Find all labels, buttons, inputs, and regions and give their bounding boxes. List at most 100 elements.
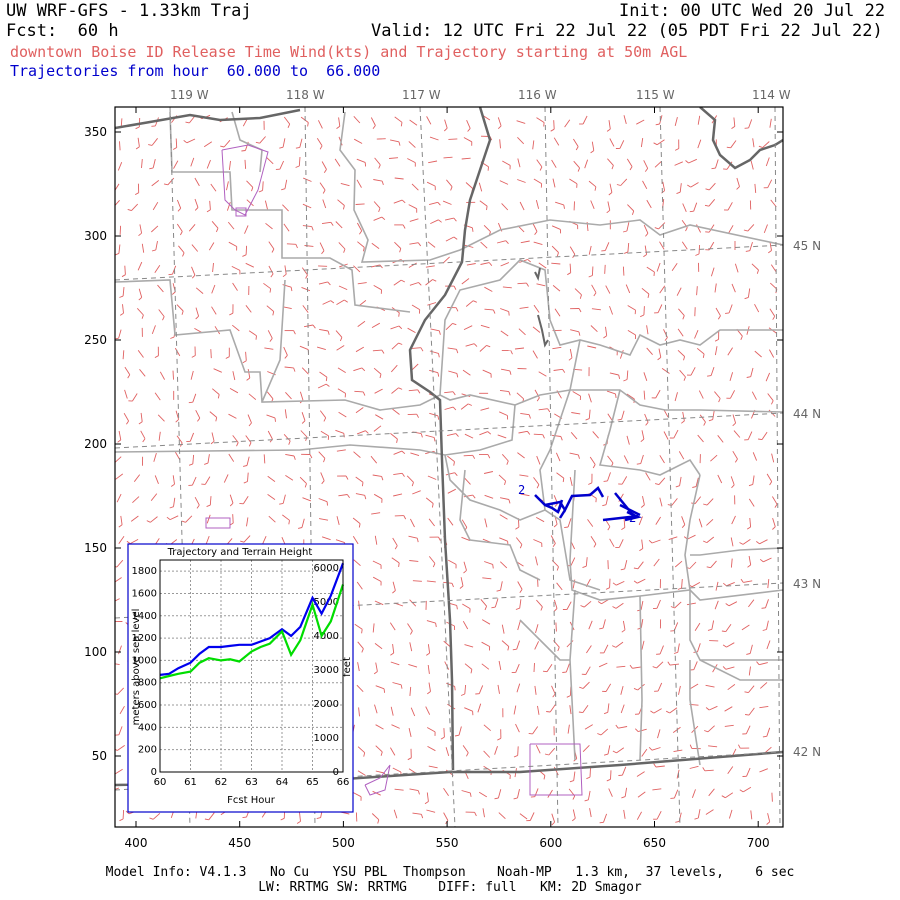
wind-barb: [714, 600, 719, 610]
wind-barb: [336, 299, 345, 305]
wind-barb: [139, 224, 143, 234]
wind-barb-flag: [185, 121, 190, 124]
wind-barb: [373, 179, 383, 182]
wind-barb-flag: [443, 127, 448, 132]
wind-barb-flag: [416, 413, 419, 418]
wind-barb: [429, 136, 439, 141]
wind-barb: [321, 536, 331, 541]
wind-barb: [535, 517, 545, 523]
wind-barb-flag: [577, 167, 581, 172]
wind-barb-flag: [515, 526, 520, 530]
wind-barb: [282, 494, 286, 504]
wind-barb: [391, 387, 399, 394]
wind-barb: [651, 539, 661, 544]
wind-barb: [357, 641, 364, 649]
wind-barb: [444, 406, 454, 410]
wind-barb: [169, 515, 179, 521]
wind-barb-flag: [456, 373, 459, 378]
wind-barb-flag: [747, 564, 751, 568]
wind-barb: [710, 267, 715, 277]
wind-barb: [644, 413, 649, 423]
wind-barb: [299, 476, 307, 484]
wind-barb: [754, 303, 760, 313]
wind-barb: [285, 391, 292, 400]
wind-barb-flag: [756, 661, 760, 665]
wind-barb: [266, 414, 276, 419]
trajectory-height-inset: Trajectory and Terrain Height 60 61 62 63 64…: [127, 543, 354, 813]
wind-barb: [646, 325, 649, 335]
wind-barb: [118, 536, 125, 544]
wind-barb-flag: [307, 122, 309, 127]
wind-barb-flag: [126, 540, 131, 544]
wind-barb: [448, 370, 458, 374]
wind-barb: [301, 412, 306, 421]
wind-barb: [371, 813, 380, 821]
wind-barb: [443, 156, 453, 159]
wind-barb: [553, 368, 563, 371]
wind-barb-flag: [344, 299, 348, 303]
wind-barb-flag: [639, 548, 644, 552]
wind-barb: [317, 383, 327, 389]
wind-barb-flag: [453, 236, 458, 240]
wind-barb-flag: [494, 797, 499, 800]
wind-barb: [691, 789, 696, 798]
wind-barb: [429, 369, 439, 374]
wind-barb-flag: [242, 254, 247, 257]
wind-barb: [626, 370, 629, 380]
wind-barb: [124, 265, 126, 275]
wind-barb: [749, 517, 752, 528]
wind-barb: [319, 182, 326, 191]
wind-barb: [519, 813, 528, 820]
wind-barb: [655, 389, 661, 399]
wind-barb: [357, 320, 366, 327]
wind-barb: [285, 475, 294, 481]
wind-barb-flag: [453, 217, 457, 222]
wind-barb: [442, 256, 450, 264]
wind-barb: [443, 728, 445, 738]
wind-barb-flag: [454, 686, 456, 691]
wind-barb: [607, 158, 614, 166]
wind-barb: [585, 666, 591, 675]
wind-barb: [502, 286, 512, 289]
wind-barb-flag: [118, 524, 123, 528]
wind-barb: [130, 515, 139, 522]
wind-barb-flag: [323, 169, 327, 173]
wind-barb: [167, 177, 175, 186]
wind-barb: [319, 328, 329, 332]
wind-barb: [284, 366, 294, 369]
wind-barb: [392, 537, 398, 546]
wind-barb: [584, 159, 589, 169]
wind-barb: [609, 305, 614, 315]
wind-barb: [748, 555, 752, 565]
wind-barb-flag: [722, 666, 727, 670]
wind-barb: [623, 809, 626, 819]
wind-barb: [616, 747, 625, 754]
inset-x-tick-label: 64: [276, 777, 289, 788]
wind-barb-flag: [611, 165, 614, 170]
wind-barb: [484, 494, 494, 499]
wind-barb: [464, 663, 473, 670]
wind-barb: [770, 199, 777, 208]
wind-barb: [246, 180, 254, 188]
wind-barb: [372, 560, 382, 566]
wind-barb: [407, 327, 416, 333]
wind-barb-flag: [563, 204, 565, 209]
wind-barb-flag: [665, 710, 670, 714]
wind-barb-flag: [645, 422, 649, 426]
wind-barb: [728, 225, 734, 234]
wind-barb: [497, 789, 502, 799]
wind-barb: [191, 266, 196, 276]
wind-barb-flag: [296, 821, 301, 824]
wind-barb: [609, 372, 619, 376]
wind-barb: [483, 224, 491, 233]
wind-barb: [137, 137, 140, 147]
wind-barb-flag: [170, 483, 175, 487]
wind-barb: [498, 660, 502, 670]
wind-barb: [728, 304, 733, 314]
wind-barb: [357, 770, 366, 776]
wind-barb-flag: [744, 691, 749, 694]
wind-barb: [268, 241, 275, 250]
wind-barb-flag: [433, 437, 436, 442]
wind-barb: [608, 788, 613, 797]
wind-barb: [122, 287, 125, 297]
